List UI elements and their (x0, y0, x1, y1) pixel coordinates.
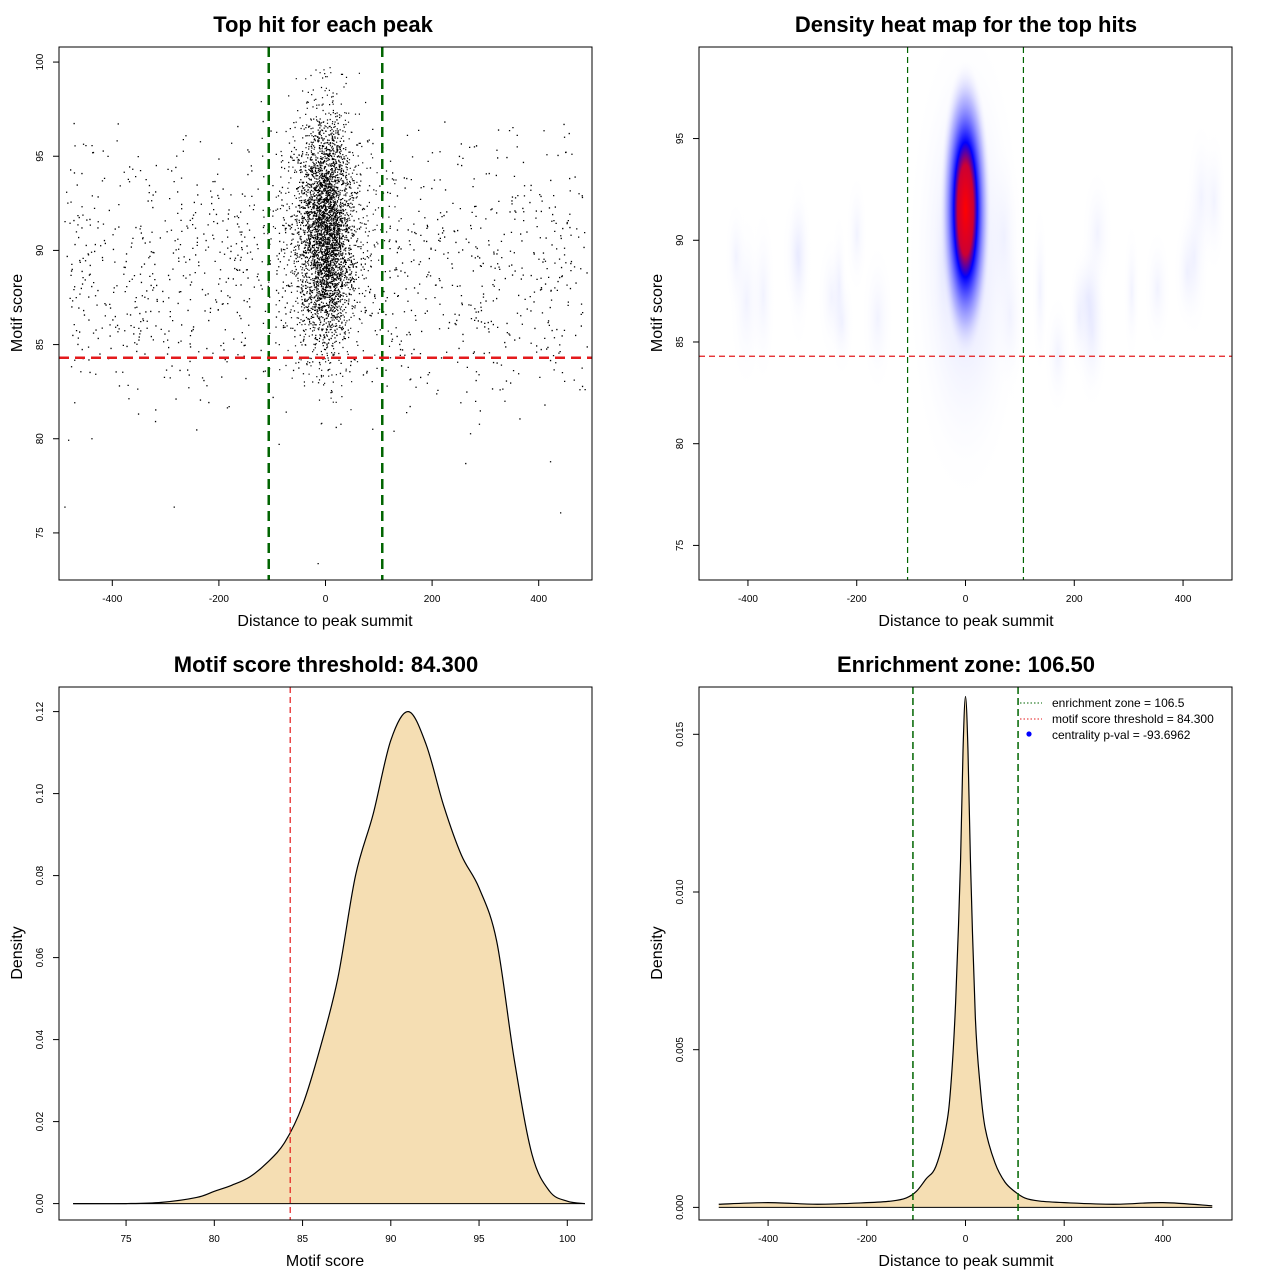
scatter-x-axis: -400 -200 0 200 400 (102, 579, 547, 605)
sc-x-tick-label: -200 (209, 594, 229, 605)
sd-y-tick-label: 0.02 (35, 1111, 46, 1131)
dd-density-line (718, 695, 1213, 1207)
scatter-title: Top hit for each peak (213, 12, 433, 37)
dd-x-tick-label: 200 (1056, 1234, 1073, 1245)
sd-x-tick-label: 90 (385, 1234, 397, 1245)
heatmap-core (939, 59, 992, 360)
heatmap-density (724, 47, 1227, 511)
heatmap-background-density (1044, 290, 1072, 420)
sd-y-tick-label: 0.08 (35, 865, 46, 885)
heatmap-x-axis: -400 -200 0 200 400 (738, 579, 1192, 605)
hm-x-tick-label: 200 (1066, 594, 1083, 605)
score-density-x-label: Motif score (286, 1253, 364, 1270)
sd-x-tick-label: 80 (209, 1234, 221, 1245)
heatmap-background-density (1068, 250, 1091, 384)
heatmap-background-density (1143, 225, 1172, 353)
sc-y-tick-label: 90 (35, 244, 46, 256)
dd-y-tick-label: 0.015 (675, 721, 686, 746)
sd-x-tick-label: 85 (297, 1234, 309, 1245)
sc-y-tick-label: 80 (35, 433, 46, 445)
hm-x-tick-label: 400 (1175, 594, 1192, 605)
scatter-points (64, 67, 588, 565)
sc-y-tick-label: 95 (35, 150, 46, 162)
sd-x-tick-label: 100 (559, 1234, 576, 1245)
heatmap-background-density (1081, 164, 1114, 302)
sc-y-tick-label: 75 (35, 527, 46, 539)
hm-y-tick-label: 90 (675, 234, 686, 246)
panel-score-density: Motif score threshold: 84.300 75 80 85 90 95… (9, 652, 593, 1270)
score-density-y-axis: 0.00 0.02 0.04 0.06 0.08 0.10 0.12 (35, 701, 60, 1213)
sc-y-tick-label: 100 (35, 53, 46, 70)
panel-heatmap: Density heat map for the top hits -400 -2… (649, 12, 1233, 630)
score-density-title: Motif score threshold: 84.300 (174, 652, 478, 677)
legend: enrichment zone = 106.5 motif score thre… (1020, 696, 1214, 742)
dd-x-tick-label: 0 (963, 1234, 969, 1245)
heatmap-background-density (781, 186, 814, 321)
sc-x-tick-label: -400 (102, 594, 122, 605)
sd-density-line (73, 711, 586, 1205)
heatmap-background-density (829, 265, 855, 381)
hm-y-tick-label: 75 (675, 539, 686, 551)
score-density-y-label: Density (9, 926, 26, 979)
dd-x-tick-label: -200 (857, 1234, 877, 1245)
distance-density-curve (718, 687, 1213, 1220)
sd-y-tick-label: 0.06 (35, 947, 46, 967)
heatmap-background-density (861, 238, 895, 398)
legend-threshold-label: motif score threshold = 84.300 (1052, 712, 1214, 726)
sd-x-tick-label: 75 (121, 1234, 133, 1245)
scatter-point-cloud (64, 67, 588, 565)
distance-density-x-label: Distance to peak summit (878, 1253, 1054, 1270)
sd-density-fill (73, 711, 585, 1204)
heatmap-background-density (1031, 197, 1049, 382)
heatmap-y-label: Motif score (649, 274, 666, 352)
heatmap-reference-lines (699, 47, 1232, 580)
sc-x-tick-label: 200 (424, 594, 441, 605)
heatmap-title: Density heat map for the top hits (795, 12, 1137, 37)
scatter-x-label: Distance to peak summit (237, 613, 413, 630)
panel-distance-density: Enrichment zone: 106.50 -400 -200 0 200 400 … (649, 652, 1233, 1270)
dd-y-tick-label: 0.010 (675, 879, 686, 904)
scatter-y-label: Motif score (9, 274, 26, 352)
sd-y-tick-label: 0.10 (35, 783, 46, 803)
dd-x-tick-label: -400 (758, 1234, 778, 1245)
sc-y-tick-label: 85 (35, 339, 46, 351)
dd-x-tick-label: 400 (1155, 1234, 1172, 1245)
sc-x-tick-label: 0 (323, 594, 329, 605)
distance-density-title: Enrichment zone: 106.50 (837, 652, 1095, 677)
legend-pval-label: centrality p-val = -93.6962 (1052, 728, 1191, 742)
sd-y-tick-label: 0.12 (35, 701, 46, 721)
sd-y-tick-label: 0.04 (35, 1029, 46, 1049)
score-density-curve (73, 687, 586, 1220)
sd-y-tick-label: 0.00 (35, 1193, 46, 1213)
hm-y-tick-label: 80 (675, 438, 686, 450)
sd-x-tick-label: 95 (473, 1234, 485, 1245)
panel-scatter: Top hit for each peak -400 -200 0 200 400 75… (9, 12, 593, 630)
distance-density-y-label: Density (649, 926, 666, 979)
legend-pval-marker (1026, 731, 1032, 737)
legend-zone-label: enrichment zone = 106.5 (1052, 696, 1185, 710)
dd-density-fill (718, 696, 1213, 1208)
hm-x-tick-label: 0 (963, 594, 969, 605)
sc-x-tick-label: 400 (530, 594, 547, 605)
score-density-x-axis: 75 80 85 90 95 100 (121, 1219, 576, 1245)
heatmap-background-density (1123, 217, 1141, 367)
hm-y-tick-label: 95 (675, 133, 686, 145)
hm-y-tick-label: 85 (675, 336, 686, 348)
scatter-y-axis: 75 80 85 90 95 100 (35, 53, 60, 539)
heatmap-background-density (729, 207, 765, 396)
heatmap-background-density (1186, 115, 1217, 278)
dd-y-tick-label: 0.005 (675, 1037, 686, 1062)
hm-x-tick-label: -400 (738, 594, 758, 605)
dd-y-tick-label: 0.000 (675, 1194, 686, 1219)
heatmap-x-label: Distance to peak summit (878, 613, 1054, 630)
scatter-reference-lines (59, 47, 592, 580)
hm-x-tick-label: -200 (847, 594, 867, 605)
heatmap-y-axis: 75 80 85 90 95 (675, 133, 700, 551)
distance-density-y-axis: 0.000 0.005 0.010 0.015 (675, 721, 700, 1220)
distance-density-x-axis: -400 -200 0 200 400 (758, 1219, 1172, 1245)
heatmap-background-density (845, 170, 868, 298)
